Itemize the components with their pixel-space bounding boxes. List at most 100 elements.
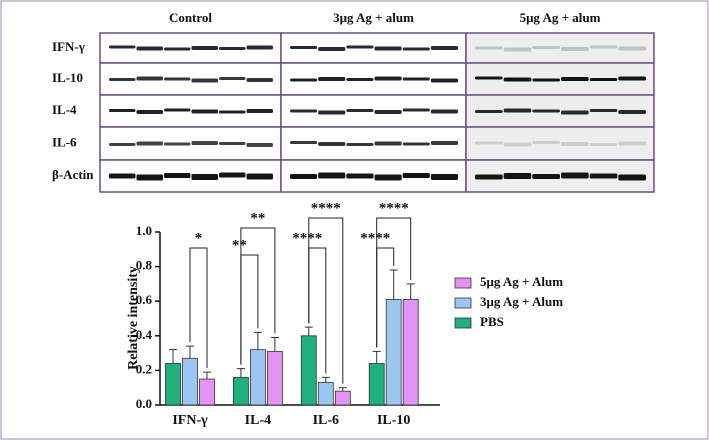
significance-bracket (189, 247, 208, 369)
error-bar (372, 350, 381, 364)
blot-band (532, 46, 560, 49)
blot-band (346, 143, 374, 146)
error-bar (203, 371, 211, 380)
bar (182, 357, 198, 406)
blot-band (503, 47, 532, 52)
error-bar (270, 337, 279, 352)
significance-bracket (376, 247, 395, 348)
error-bar (253, 331, 262, 350)
y-tick-label: 0.0 (136, 396, 152, 411)
blot-band (532, 141, 560, 144)
blot-band (346, 109, 374, 112)
blot-band (318, 47, 346, 51)
blot-band (290, 174, 318, 179)
blot-band (561, 142, 589, 146)
blot-band (532, 174, 560, 179)
blot-band (589, 173, 618, 179)
blot-band (589, 109, 618, 112)
blot-band (374, 174, 402, 181)
legend-label: 5μg Ag + Alum (480, 274, 563, 289)
error-bar (169, 349, 177, 364)
blot-band (503, 173, 532, 179)
blot-band (318, 142, 346, 146)
y-tick-label: 0.4 (136, 327, 153, 342)
blot-band (430, 174, 458, 180)
y-tick-label: 1.0 (136, 223, 152, 238)
significance-label: * (195, 230, 203, 246)
blot-band (430, 46, 458, 50)
significance-label: **** (379, 200, 409, 216)
bar (368, 363, 385, 406)
blot-band (246, 78, 273, 82)
bar (300, 335, 317, 406)
x-tick-label: IL-10 (377, 413, 410, 428)
y-axis-label: Relative intensity (126, 266, 141, 370)
blot-panel (465, 32, 655, 64)
y-tick-label: 0.6 (136, 292, 153, 307)
legend-swatch (454, 317, 472, 329)
blot-band (532, 109, 560, 113)
blot-row-label: β-Actin (52, 167, 94, 182)
y-tick-label: 0.2 (136, 361, 152, 376)
blot-band (561, 77, 589, 81)
bar (199, 378, 215, 406)
error-bar (186, 345, 194, 359)
blot-band (475, 76, 503, 80)
blot-band (503, 108, 532, 113)
blot-band (618, 76, 646, 81)
blot-band (109, 109, 136, 112)
blot-band (589, 45, 618, 49)
blot-band (475, 141, 503, 145)
blot-band (191, 141, 218, 145)
blot-band (475, 46, 503, 50)
blot-column-label: 3μg Ag + alum (333, 10, 414, 25)
blot-band (109, 45, 136, 49)
blot-band (561, 47, 589, 51)
blot-band (191, 109, 218, 114)
error-bar (389, 269, 398, 300)
blot-band (109, 78, 136, 81)
blot-band (561, 172, 589, 179)
blot-band (618, 174, 646, 181)
blot-band (136, 110, 163, 114)
significance-label: **** (292, 230, 322, 246)
blot-band (374, 46, 402, 51)
y-tick-label: 0.8 (136, 258, 153, 273)
blot-row-label: IL-4 (52, 102, 77, 117)
error-bar (321, 376, 330, 383)
blot-band (164, 142, 191, 146)
bar (334, 390, 351, 406)
blot-band (219, 110, 246, 114)
error-bar (406, 283, 415, 300)
significance-label: **** (311, 200, 341, 216)
blot-band (290, 78, 318, 82)
error-bar (338, 387, 347, 392)
bar (232, 376, 249, 406)
blot-band (402, 77, 430, 81)
blot-band (430, 141, 458, 145)
blot-band (430, 109, 458, 114)
blot-band (589, 143, 618, 146)
blot-band (246, 173, 273, 180)
bar (249, 349, 266, 406)
blot-band (561, 110, 589, 115)
blot-band (246, 45, 273, 50)
blot-band (164, 47, 191, 51)
legend-label: 3μg Ag + Alum (480, 294, 563, 309)
blot-band (109, 143, 136, 146)
blot-band (136, 174, 163, 181)
x-tick-label: IL-4 (245, 413, 271, 428)
blot-column-label: Control (169, 10, 212, 25)
blot-band (346, 173, 374, 179)
blot-band (246, 143, 273, 147)
blot-band (290, 46, 318, 49)
blot-band (164, 108, 191, 112)
blot-band (219, 142, 246, 145)
blot-column-label: 5μg Ag + alum (520, 10, 601, 25)
blot-band (402, 47, 430, 51)
significance-label: ** (250, 210, 265, 226)
blot-band (219, 172, 246, 178)
blot-band (475, 174, 503, 180)
blot-band (246, 109, 273, 113)
